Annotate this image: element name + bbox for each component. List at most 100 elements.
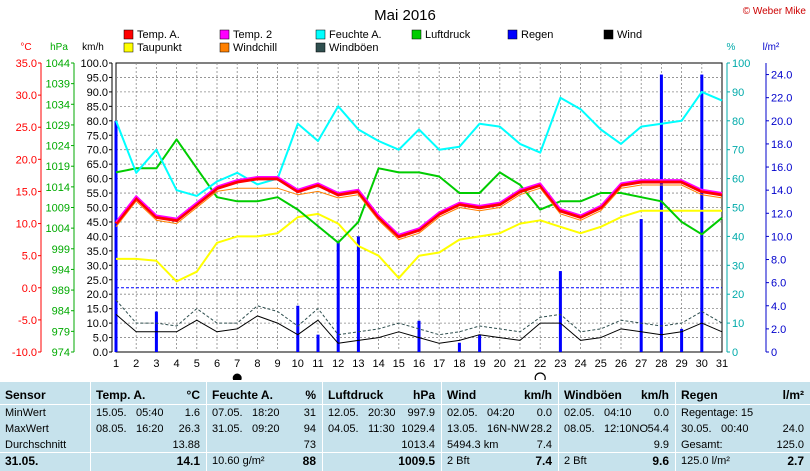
pressure-current-value: 1009.5 [398,454,435,468]
gust-min-time: 04:10 [604,407,632,419]
statistics-panel: Sensor MinWert MaxWert Durchschnitt 31.0… [0,382,810,471]
legend-swatch-taupunkt [123,42,134,53]
hpa-unit-label: hPa [50,42,68,53]
lm2-axis-tick-label: 16.0 [771,162,792,174]
temp-axis-tick-label: 25.0 [16,122,37,134]
pressure-current-row: 1009.5 [328,455,437,468]
hpa-axis-tick-label: 979 [52,326,70,338]
gust-max-date: 08.05. [564,423,595,435]
humidity-min-date: 07.05. [212,407,243,419]
stats-wind-column: Wind km/h 02.05. 04:20 0.0 13.05. 16N-NW 28.2… [442,382,558,471]
x-tick-label: 9 [275,358,281,370]
x-tick-label: 17 [433,358,445,370]
rain-total-row: Gesamt: 125.0 [681,439,806,452]
x-tick-label: 29 [675,358,687,370]
gust-min-row: 02.05. 04:10 0.0 [564,407,671,420]
humidity-avg-value: 73 [303,439,316,451]
rain-max-row: 30.05. 00:40 24.0 [681,423,806,436]
rain-current-row: 125.0 l/m² 2.7 [681,455,806,468]
x-tick-label: 5 [194,358,200,370]
x-tick-label: 12 [332,358,344,370]
temp-max-time: 16:20 [136,423,164,435]
hpa-axis-tick-label: 1004 [46,223,70,235]
humidity-max-date: 31.05. [212,423,243,435]
hpa-axis-tick-label: 1024 [46,141,70,153]
kmh-axis-tick-label: 40.0 [87,231,108,243]
chart-grid [115,62,723,353]
wind-max-direction: 16N-NW [487,423,530,435]
pressure-avg-row: 1013.4 [328,439,437,452]
rain-bar [296,305,300,352]
gust-avg-value: 9.9 [653,439,669,451]
humidity-unit: % [305,388,316,402]
x-tick-label: 3 [153,358,159,370]
wind-max-date: 13.05. [447,423,478,435]
gust-min-date: 02.05. [564,407,595,419]
humidity-min-row: 07.05. 18:20 31 [212,407,318,420]
hpa-axis-tick-label: 974 [52,347,70,359]
rain-max-date: 30.05. [681,423,712,435]
x-tick-label: 8 [254,358,260,370]
chart-axes: 35.0 30.0 25.0 20.0 15.0 10.0 5.0 0.0 -5.0 -10.0 1… [12,58,793,359]
lm2-axis-tick-label: 4.0 [771,301,786,313]
humidity-absolute: 10.60 g/m² [212,455,265,467]
pressure-unit: hPa [412,388,435,402]
humidity-current-value: 88 [302,454,316,468]
pct-axis-tick-label: 20 [732,289,744,301]
pct-unit-label: % [727,42,736,53]
pressure-max-value: 1029.4 [401,423,435,435]
x-tick-label: 10 [292,358,304,370]
temp-current-value: 14.1 [176,454,200,468]
x-tick-label: 25 [595,358,607,370]
lm2-unit-label: l/m² [763,42,780,53]
wind-avg-value: 7.4 [536,439,552,451]
hpa-axis-tick-label: 1029 [46,120,70,132]
rain-bar [356,236,360,352]
kmh-axis-tick-label: 90.0 [87,87,108,99]
temp-axis-tick-label: 10.0 [16,219,37,231]
gust-min-value: 0.0 [653,407,669,419]
x-tick-label: 15 [393,358,405,370]
rain-bar [336,242,340,352]
pressure-max-time: 11:30 [368,423,395,435]
x-tick-label: 19 [473,358,485,370]
kmh-axis-tick-label: 45.0 [87,217,108,229]
copyright-text: © Weber Mike [743,6,807,17]
x-tick-label: 20 [494,358,506,370]
temp-axis-tick-label: -5.0 [18,315,37,327]
rain-bar [316,334,320,352]
temp-axis-tick-label: 15.0 [16,186,37,198]
pct-axis-tick-label: 40 [732,231,744,243]
hpa-axis-tick-label: 1039 [46,79,70,91]
kmh-axis-tick-label: 0.0 [93,347,108,359]
legend-label-wind: Wind [617,29,642,41]
temp-unit-label: °C [20,42,31,53]
moon-markers [232,372,546,380]
temp-min-time: 05:40 [136,407,164,419]
rain-bar [659,74,663,352]
kmh-axis-tick-label: 35.0 [87,246,108,258]
kmh-axis-tick-label: 5.0 [93,333,108,345]
pressure-header: Luftdruck [328,388,384,402]
series-line-luftdruck [115,138,723,244]
rain-days-row: Regentage: 15 [681,407,806,420]
gust-header: Windböen [564,388,622,402]
series-line-taupunkt [116,209,722,283]
pct-axis-tick-label: 70 [732,145,744,157]
humidity-min-time: 18:20 [252,407,280,419]
wind-current-value: 7.4 [535,454,552,468]
series-line-temp-2 [115,175,723,236]
rain-total-label: Gesamt: [681,439,723,451]
pct-axis-tick-label: 10 [732,318,744,330]
temp-axis-tick-label: 20.0 [16,154,37,166]
legend-swatch-wind [603,29,614,40]
wind-header: Wind [447,388,477,402]
pct-axis-tick-label: 30 [732,260,744,272]
rain-bar [700,74,704,352]
legend-label-taupunkt: Taupunkt [137,42,182,54]
pressure-min-time: 20:30 [368,407,396,419]
gust-beaufort: 2 Bft [564,455,587,467]
lm2-axis-tick-label: 18.0 [771,139,792,151]
hpa-axis-tick-label: 984 [52,306,70,318]
hpa-axis-tick-label: 994 [52,264,70,276]
